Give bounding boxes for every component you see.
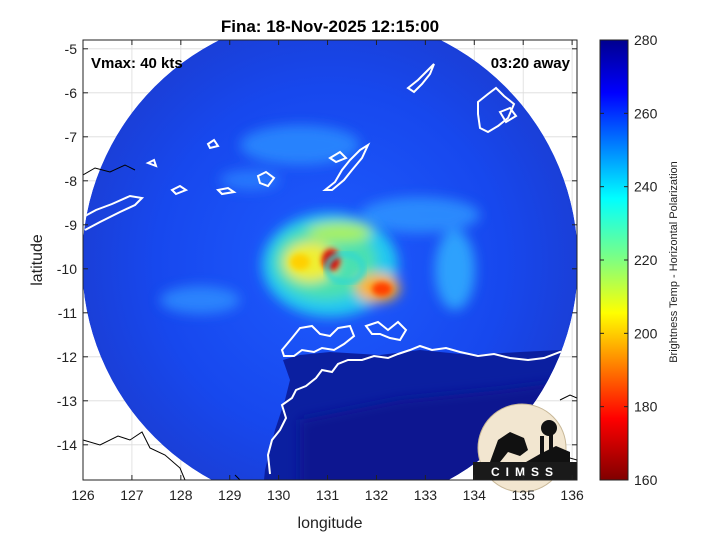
vmax-label: Vmax: 40 kts (91, 55, 183, 72)
x-tick-label: 131 (316, 487, 340, 503)
colorbar-tick-label: 160 (634, 472, 658, 488)
colorbar-tick-label: 180 (634, 399, 658, 415)
x-axis-label: longitude (298, 515, 363, 532)
y-tick-label: -7 (65, 129, 78, 145)
x-axis-ticks: 126 127 128 129 130 131 132 133 134 135 136 (71, 40, 584, 503)
x-tick-label: 134 (463, 487, 487, 503)
y-axis-label: latitude (29, 234, 46, 286)
colorbar-tick-label: 280 (634, 32, 658, 48)
colorbar-tick-label: 220 (634, 252, 658, 268)
colorbar-label: Brightness Temp - Horizontal Polarizatio… (668, 161, 680, 363)
x-tick-label: 133 (414, 487, 438, 503)
y-tick-label: -13 (57, 393, 77, 409)
x-tick-label: 136 (560, 487, 584, 503)
y-tick-label: -12 (57, 349, 77, 365)
x-tick-label: 135 (512, 487, 536, 503)
cimss-logo: CIMSS (473, 403, 577, 493)
y-tick-label: -10 (57, 261, 77, 277)
x-tick-label: 128 (169, 487, 193, 503)
coastline-timor (84, 194, 145, 231)
plot-title: Fina: 18-Nov-2025 12:15:00 (221, 17, 439, 36)
colorbar-tick-label: 260 (634, 105, 658, 121)
colorbar-gradient (599, 39, 629, 481)
y-tick-label: -5 (65, 41, 78, 57)
y-tick-label: -8 (65, 173, 78, 189)
y-axis-ticks: -5 -6 -7 -8 -9 -10 -11 -12 -13 -14 (57, 41, 577, 453)
colorbar-ticks: 280 260 240 220 200 180 160 (600, 32, 658, 488)
colorbar: 280 260 240 220 200 180 160 Brightness Temp - … (599, 32, 680, 488)
x-tick-label: 127 (120, 487, 144, 503)
x-tick-label: 130 (267, 487, 291, 503)
y-tick-label: -14 (57, 437, 77, 453)
x-tick-label: 132 (365, 487, 389, 503)
colorbar-tick-label: 200 (634, 325, 658, 341)
time-away-label: 03:20 away (491, 55, 571, 72)
logo-text: CIMSS (491, 465, 559, 479)
y-tick-label: -9 (65, 217, 78, 233)
x-tick-label: 126 (71, 487, 95, 503)
colorbar-tick-label: 240 (634, 179, 658, 195)
y-tick-label: -6 (65, 85, 78, 101)
y-tick-label: -11 (58, 305, 77, 321)
x-tick-label: 129 (218, 487, 242, 503)
